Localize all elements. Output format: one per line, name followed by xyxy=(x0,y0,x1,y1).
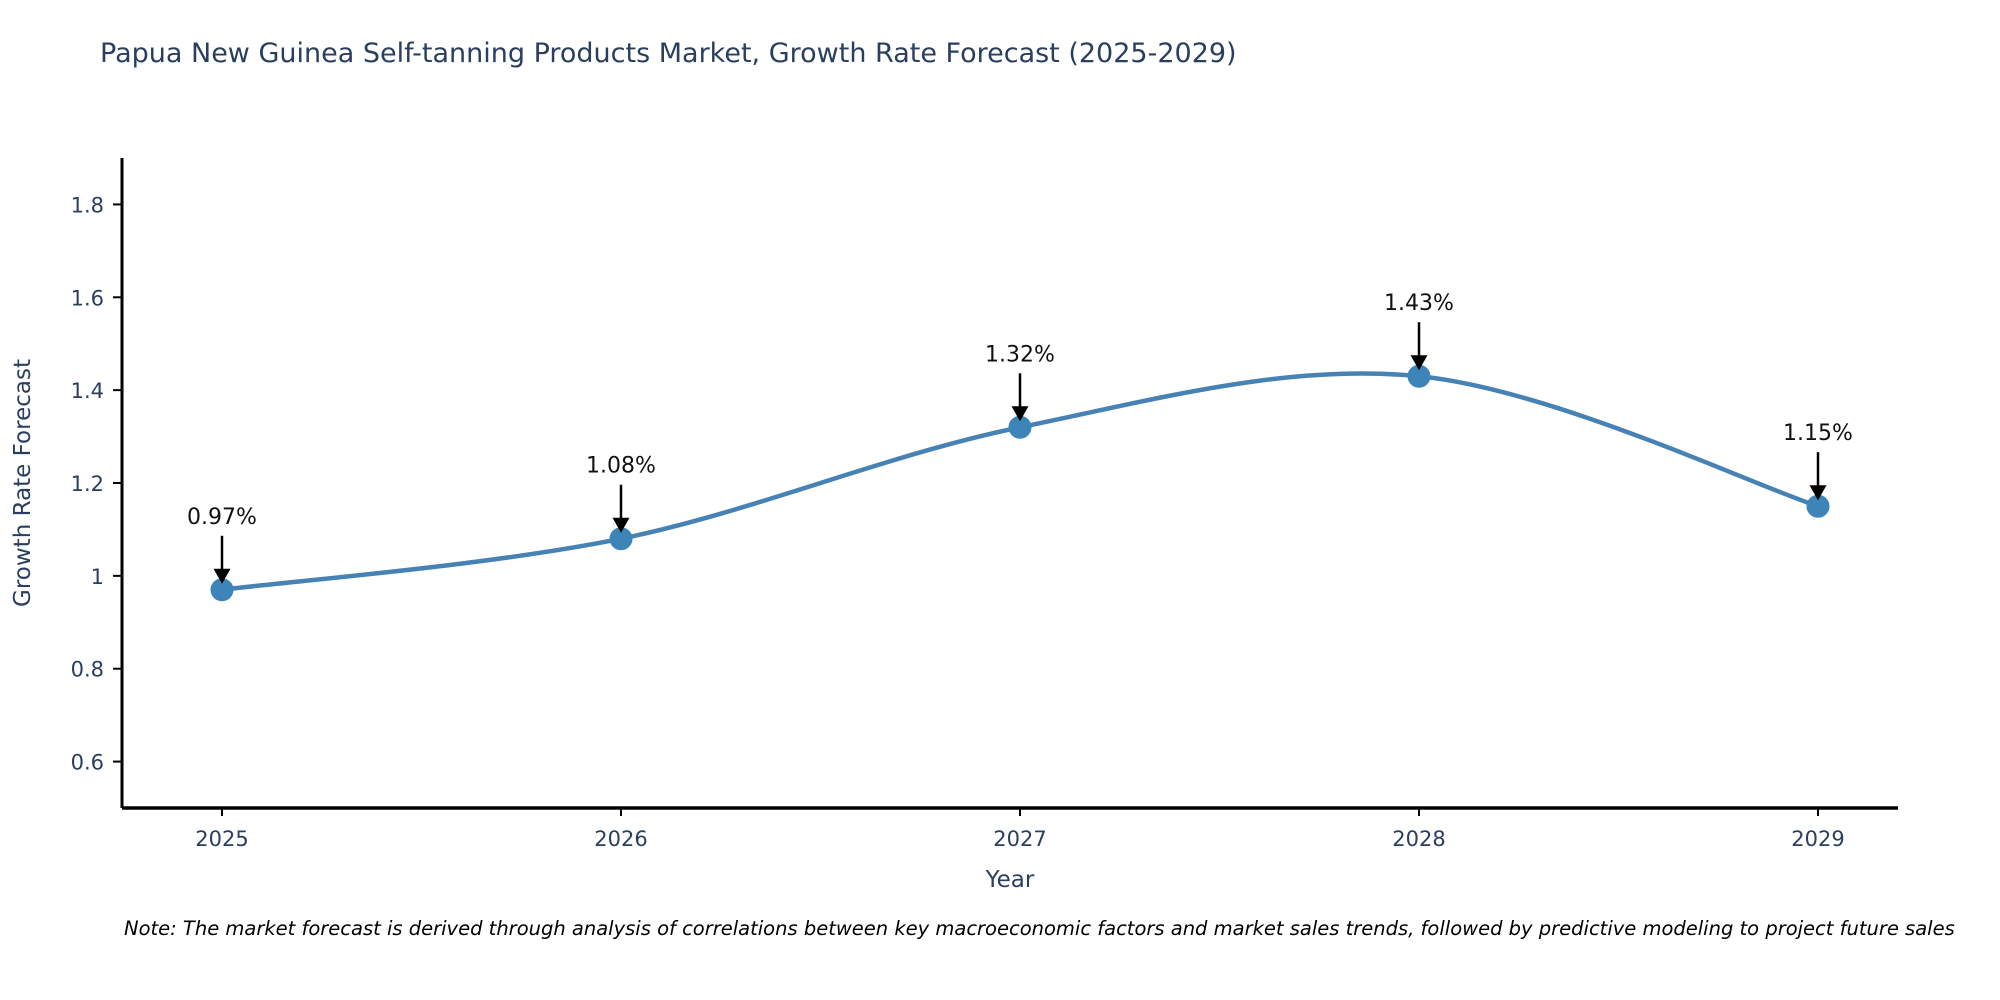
x-axis-ticks xyxy=(221,808,1819,816)
y-axis-tick-label: 0.8 xyxy=(71,658,104,682)
y-axis-tick-label: 1.4 xyxy=(71,379,104,403)
y-axis-tick-labels: 1.8 1.6 1.4 1.2 1 0.8 0.6 xyxy=(71,193,104,774)
y-axis-tick-label: 1 xyxy=(91,565,104,589)
data-point-label: 1.32% xyxy=(985,342,1055,367)
data-point-label: 0.97% xyxy=(187,505,257,530)
x-axis-tick-label: 2029 xyxy=(1791,827,1844,851)
x-axis-tick-label: 2025 xyxy=(195,827,248,851)
x-axis-tick-label: 2027 xyxy=(993,827,1046,851)
annotation-arrow-head xyxy=(1410,355,1428,371)
annotation-arrow-head xyxy=(1011,406,1029,422)
y-axis-tick-label: 1.2 xyxy=(71,472,104,496)
x-axis-title: Year xyxy=(985,867,1035,893)
y-axis-tick-label: 1.6 xyxy=(71,286,104,310)
x-axis-tick-label: 2026 xyxy=(594,827,647,851)
annotation-arrow-head xyxy=(612,517,630,533)
annotation-arrows xyxy=(213,322,1827,584)
y-axis-tick-label: 1.8 xyxy=(71,193,104,217)
y-axis-title: Growth Rate Forecast xyxy=(10,359,36,607)
chart-title: Papua New Guinea Self-tanning Products M… xyxy=(100,38,1237,69)
data-point-markers xyxy=(210,364,1830,602)
chart-footnote: Note: The market forecast is derived thr… xyxy=(124,917,1955,940)
data-point-label: 1.08% xyxy=(586,454,656,479)
data-point-labels: 0.97% 1.08% 1.32% 1.43% 1.15% xyxy=(187,291,1853,530)
annotation-arrow-head xyxy=(213,568,231,584)
data-point-label: 1.15% xyxy=(1783,421,1853,446)
x-axis-tick-label: 2028 xyxy=(1392,827,1445,851)
data-point-label: 1.43% xyxy=(1384,291,1454,316)
y-axis-tick-label: 0.6 xyxy=(71,751,104,775)
annotation-arrow-head xyxy=(1809,485,1827,501)
y-axis-ticks xyxy=(113,203,122,763)
x-axis-tick-labels: 2025 2026 2027 2028 2029 xyxy=(195,827,1844,851)
